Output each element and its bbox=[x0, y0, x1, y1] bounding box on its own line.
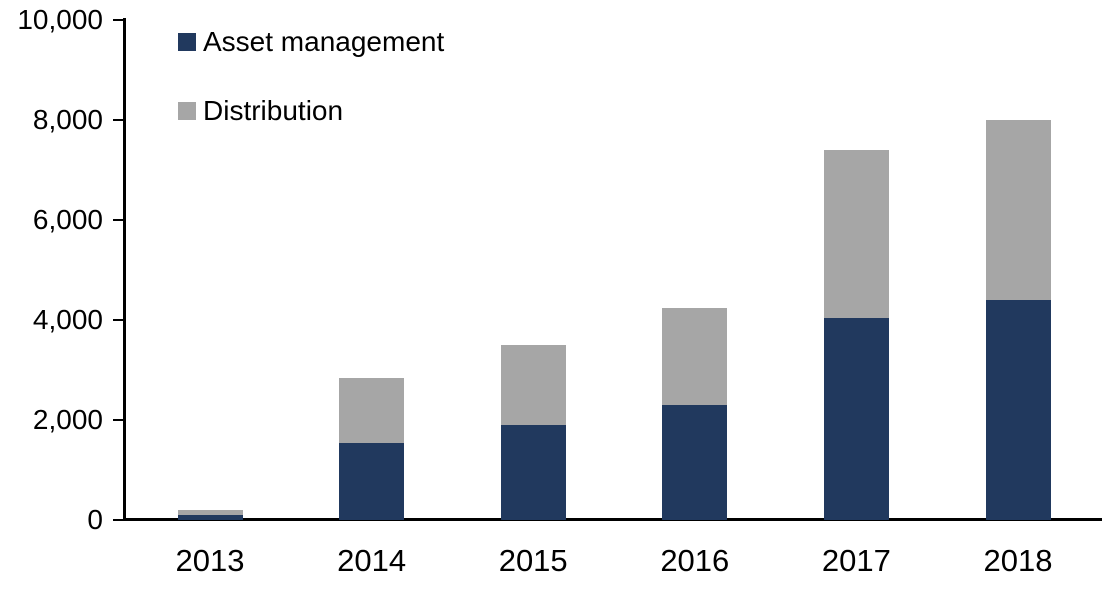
y-tick-mark bbox=[113, 519, 125, 521]
x-tick-label: 2016 bbox=[660, 543, 730, 578]
legend-item-distribution: Distribution bbox=[178, 97, 444, 125]
y-tick-mark bbox=[113, 319, 125, 321]
bar-segment-distribution-2015 bbox=[500, 345, 566, 425]
x-tick-label: 2015 bbox=[498, 543, 568, 578]
legend-swatch-asset-management bbox=[178, 33, 196, 51]
bar-segment-asset-management-2013 bbox=[177, 515, 243, 520]
bar-segment-distribution-2013 bbox=[177, 510, 243, 515]
bar-segment-asset-management-2017 bbox=[823, 317, 889, 520]
y-tick-label: 4,000 bbox=[32, 304, 103, 335]
y-tick-mark bbox=[113, 419, 125, 421]
x-tick-label: 2013 bbox=[175, 543, 245, 578]
bar-segment-distribution-2018 bbox=[985, 120, 1051, 300]
y-tick-label: 0 bbox=[87, 504, 103, 535]
chart-legend: Asset management Distribution bbox=[178, 28, 444, 166]
bar-segment-asset-management-2018 bbox=[985, 300, 1051, 520]
legend-label-asset-management: Asset management bbox=[203, 26, 445, 57]
x-tick-label: 2014 bbox=[337, 543, 407, 578]
bar-segment-asset-management-2015 bbox=[500, 425, 566, 520]
y-tick-label: 2,000 bbox=[32, 404, 103, 435]
bar-segment-asset-management-2014 bbox=[339, 442, 405, 520]
y-tick-mark bbox=[113, 19, 125, 21]
bar-segment-asset-management-2016 bbox=[662, 405, 728, 520]
x-tick-label: 2018 bbox=[983, 543, 1053, 578]
y-tick-mark bbox=[113, 119, 125, 121]
bar-segment-distribution-2016 bbox=[662, 307, 728, 405]
y-tick-label: 6,000 bbox=[32, 204, 103, 235]
y-tick-label: 8,000 bbox=[32, 104, 103, 135]
x-tick-label: 2017 bbox=[821, 543, 891, 578]
y-axis-line bbox=[123, 18, 126, 521]
legend-swatch-distribution bbox=[178, 102, 196, 120]
bar-segment-distribution-2017 bbox=[823, 150, 889, 318]
y-tick-mark bbox=[113, 219, 125, 221]
x-axis-line bbox=[123, 518, 1102, 521]
y-tick-label: 10,000 bbox=[17, 4, 103, 35]
legend-label-distribution: Distribution bbox=[203, 95, 344, 126]
bar-segment-distribution-2014 bbox=[339, 377, 405, 443]
legend-item-asset-management: Asset management bbox=[178, 28, 444, 56]
